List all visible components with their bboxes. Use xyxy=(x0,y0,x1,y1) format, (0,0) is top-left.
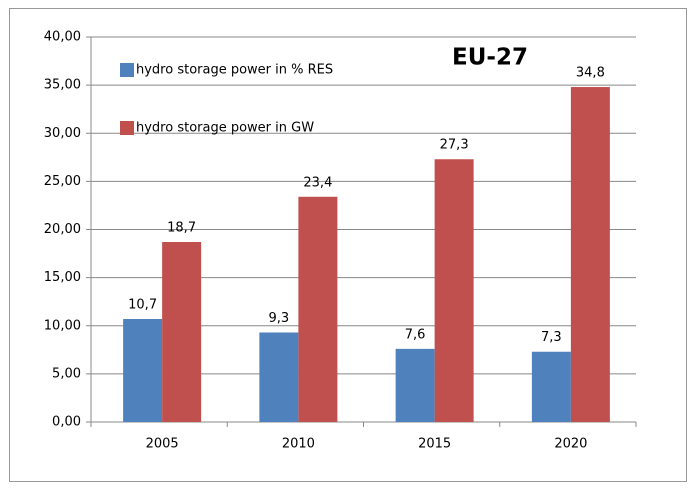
legend-swatch xyxy=(120,63,134,77)
value-label: 7,3 xyxy=(541,330,562,345)
y-tick-label: 40,00 xyxy=(44,30,81,45)
legend-label: hydro storage power in % RES xyxy=(136,63,333,78)
chart-annotation: EU-27 xyxy=(452,45,528,71)
value-label: 18,7 xyxy=(167,221,196,236)
value-label: 10,7 xyxy=(128,298,157,313)
bar xyxy=(434,159,474,423)
value-label: 27,3 xyxy=(440,138,469,153)
bar xyxy=(123,319,163,422)
legend-label: hydro storage power in GW xyxy=(136,121,314,136)
bar xyxy=(570,87,610,423)
y-tick-label: 35,00 xyxy=(44,78,81,93)
value-label: 9,3 xyxy=(269,311,290,326)
x-tick-label: 2005 xyxy=(146,437,179,452)
value-label: 34,8 xyxy=(576,66,605,81)
x-tick-label: 2015 xyxy=(418,437,451,452)
y-tick-label: 20,00 xyxy=(44,222,81,237)
x-tick-label: 2010 xyxy=(282,437,315,452)
y-tick-label: 15,00 xyxy=(44,270,81,285)
bar xyxy=(531,351,571,422)
y-tick-label: 10,00 xyxy=(44,318,81,333)
bar xyxy=(298,196,338,422)
y-tick-label: 25,00 xyxy=(44,174,81,189)
bar xyxy=(259,332,299,422)
value-label: 7,6 xyxy=(405,327,426,342)
bar xyxy=(395,348,435,422)
bar xyxy=(162,242,202,422)
value-label: 23,4 xyxy=(303,175,332,190)
y-tick-label: 5,00 xyxy=(52,366,81,381)
x-tick-label: 2020 xyxy=(554,437,587,452)
legend-swatch xyxy=(120,121,134,135)
y-tick-label: 30,00 xyxy=(44,126,81,141)
y-tick-label: 0,00 xyxy=(52,415,81,430)
